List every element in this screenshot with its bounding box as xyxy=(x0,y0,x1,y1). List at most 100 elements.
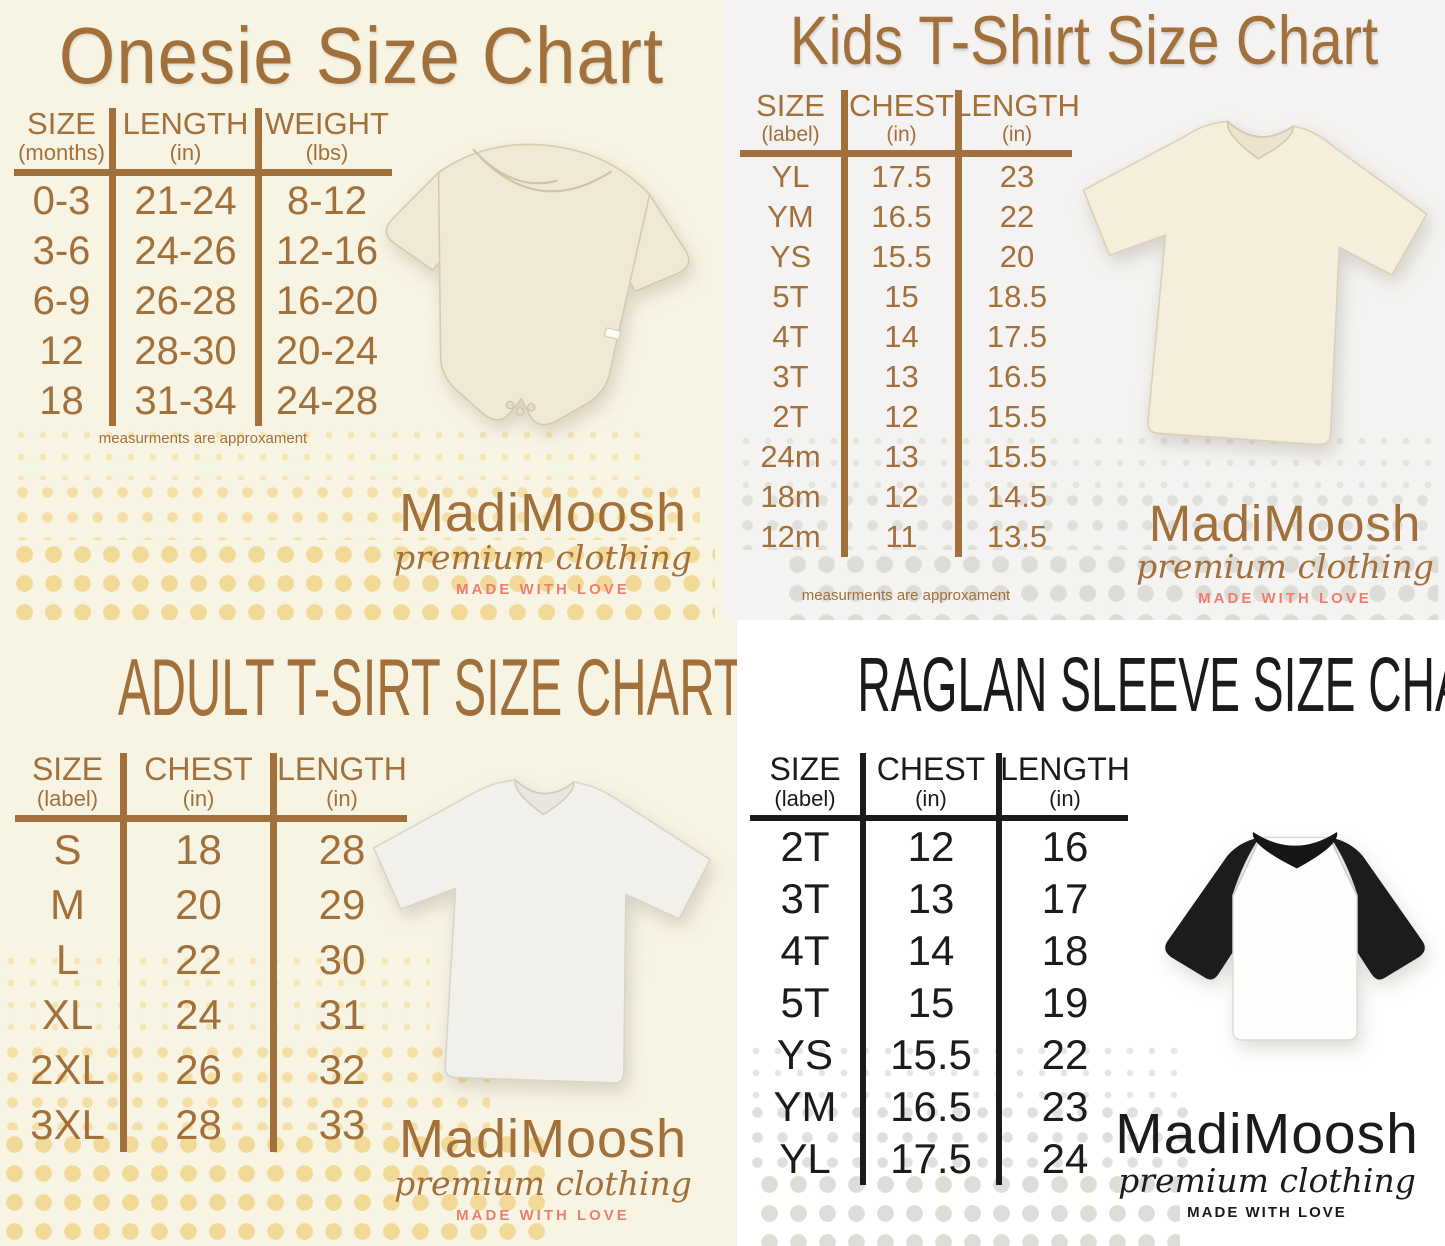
halftone-dots xyxy=(10,540,715,620)
table-cell: 30 xyxy=(318,935,366,983)
table-row: 2T 12 15.5 xyxy=(740,397,1072,437)
column-unit: (in) xyxy=(1001,123,1033,146)
table-cell: 21-24 xyxy=(116,176,262,226)
table-cell: YM xyxy=(750,1081,866,1133)
brand-name: MadiMoosh xyxy=(398,483,688,543)
table-cell: YM xyxy=(740,197,848,237)
table-cell: 23 xyxy=(1041,1083,1089,1130)
table-cell: 14 xyxy=(848,317,962,357)
kids-tshirt-product-image xyxy=(1082,120,1428,446)
madimoosh-logo: MadiMoosh premium clothing MADE WITH LOV… xyxy=(1097,1106,1437,1222)
table-cell: 0-3 xyxy=(14,176,116,226)
column-label: LENGTH xyxy=(122,106,249,141)
table-cell: 26-28 xyxy=(116,276,262,326)
table-cell: 12-16 xyxy=(275,228,379,273)
table-cell: 12 xyxy=(14,326,116,376)
table-cell: 12 xyxy=(866,821,1002,873)
table-cell: 15 xyxy=(848,277,962,317)
raglan-tee-product-image xyxy=(1165,831,1425,1041)
table-cell: 3T xyxy=(740,357,848,397)
measurement-note: measurments are approxament xyxy=(801,587,1011,604)
column-unit: (label) xyxy=(774,786,836,811)
brand-subtagline: MADE WITH LOVE xyxy=(1187,1204,1347,1222)
brand-subtagline: MADE WITH LOVE xyxy=(1198,590,1372,608)
table-row: 12 28-30 20-24 xyxy=(14,326,392,376)
table-cell: 24 xyxy=(1041,1135,1089,1182)
table-cell: 20 xyxy=(127,877,277,932)
column-label: SIZE xyxy=(31,751,104,787)
column-unit: (in) xyxy=(1049,786,1081,811)
table-row: 5T 15 18.5 xyxy=(740,277,1072,317)
onesie-size-chart-panel: Onesie Size Chart SIZE (months) LENGTH (in)… xyxy=(0,0,723,620)
column-unit: (months) xyxy=(18,140,105,165)
madimoosh-logo: MadiMoosh premium clothing MADE WITH LOV… xyxy=(378,486,708,598)
column-unit: (in) xyxy=(915,786,947,811)
table-cell: 33 xyxy=(318,1100,366,1148)
halftone-dots xyxy=(0,1040,490,1130)
halftone-dots xyxy=(745,1040,1180,1100)
table-cell: 8-12 xyxy=(286,178,368,223)
table-cell: 24-26 xyxy=(116,226,262,276)
column-label: SIZE xyxy=(769,751,841,787)
header-divider xyxy=(15,815,407,822)
table-cell: 4T xyxy=(750,925,866,977)
table-cell: 13 xyxy=(866,873,1002,925)
table-row: 6-9 26-28 16-20 xyxy=(14,276,392,326)
table-cell: 17.5 xyxy=(848,157,962,197)
panel-title-raglan: RAGLAN SLEEVE SIZE CHART xyxy=(857,641,1445,728)
column-label: LENGTH xyxy=(1000,751,1130,787)
madimoosh-logo: MadiMoosh premium clothing MADE WITH LOV… xyxy=(1135,498,1435,607)
column-header: LENGTH (in) xyxy=(1000,751,1130,815)
halftone-dots xyxy=(735,488,1440,550)
raglan-sleeve-size-chart-panel: RAGLAN SLEEVE SIZE CHART SIZE(label) CHES… xyxy=(737,620,1445,1246)
table-cell: 16.5 xyxy=(866,1081,1002,1133)
table-cell: 19 xyxy=(1041,979,1089,1026)
table-row: 24m 13 15.5 xyxy=(740,437,1072,477)
header-divider xyxy=(740,150,1072,157)
table-cell: 3-6 xyxy=(14,226,116,276)
table-cell: 24-28 xyxy=(275,378,379,423)
table-row: 12m 11 13.5 xyxy=(740,517,1072,557)
table-row: 3-6 24-26 12-16 xyxy=(14,226,392,276)
column-header: SIZE (label) xyxy=(750,753,866,815)
brand-tagline: premium clothing xyxy=(394,538,692,577)
table-cell: 28 xyxy=(318,825,366,873)
table-cell: 14.5 xyxy=(986,479,1048,514)
table-cell: 2XL xyxy=(15,1042,127,1097)
table-cell: 17 xyxy=(1041,875,1089,922)
table-cell: 18m xyxy=(740,477,848,517)
brand-subtagline: MADE WITH LOVE xyxy=(456,581,630,599)
table-row: S 18 28 xyxy=(15,822,407,877)
onesie-product-image xyxy=(385,143,690,426)
column-header: SIZE (label) xyxy=(15,753,127,815)
table-header-row: SIZE (label) CHEST (in) LENGTH (in) xyxy=(750,751,1130,815)
table-header-row: SIZE (label) CHEST (in) LENGTH (in) xyxy=(740,90,1080,150)
table-row: YM 16.5 22 xyxy=(740,197,1072,237)
table-cell: 18 xyxy=(14,376,116,426)
table-cell: 2T xyxy=(740,397,848,437)
table-row: XL 24 31 xyxy=(15,987,407,1042)
table-cell: 6-9 xyxy=(14,276,116,326)
table-cell: 5T xyxy=(750,977,866,1029)
table-cell: 29 xyxy=(318,880,366,928)
table-cell: L xyxy=(15,932,127,987)
column-unit: (label) xyxy=(36,786,99,811)
table-cell: 12 xyxy=(848,397,962,437)
table-row: 3T 13 16.5 xyxy=(740,357,1072,397)
table-cell: 13 xyxy=(848,357,962,397)
table-cell: 15.5 xyxy=(986,439,1048,474)
table-cell: 22 xyxy=(999,199,1035,234)
table-row: M 20 29 xyxy=(15,877,407,932)
table-cell: 13.5 xyxy=(986,519,1048,554)
column-label: WEIGHT xyxy=(265,106,389,141)
table-row: 2T 12 16 xyxy=(750,821,1128,873)
table-cell: 18 xyxy=(1041,927,1089,974)
table-cell: 15.5 xyxy=(986,399,1048,434)
halftone-dots xyxy=(755,1170,1180,1246)
table-cell: 20-24 xyxy=(275,328,379,373)
table-header-row: SIZE (label) CHEST (in) LENGTH (in) xyxy=(15,753,407,815)
column-label: CHEST xyxy=(876,751,986,787)
table-cell: 15.5 xyxy=(848,237,962,277)
table-cell: 12m xyxy=(740,517,848,557)
